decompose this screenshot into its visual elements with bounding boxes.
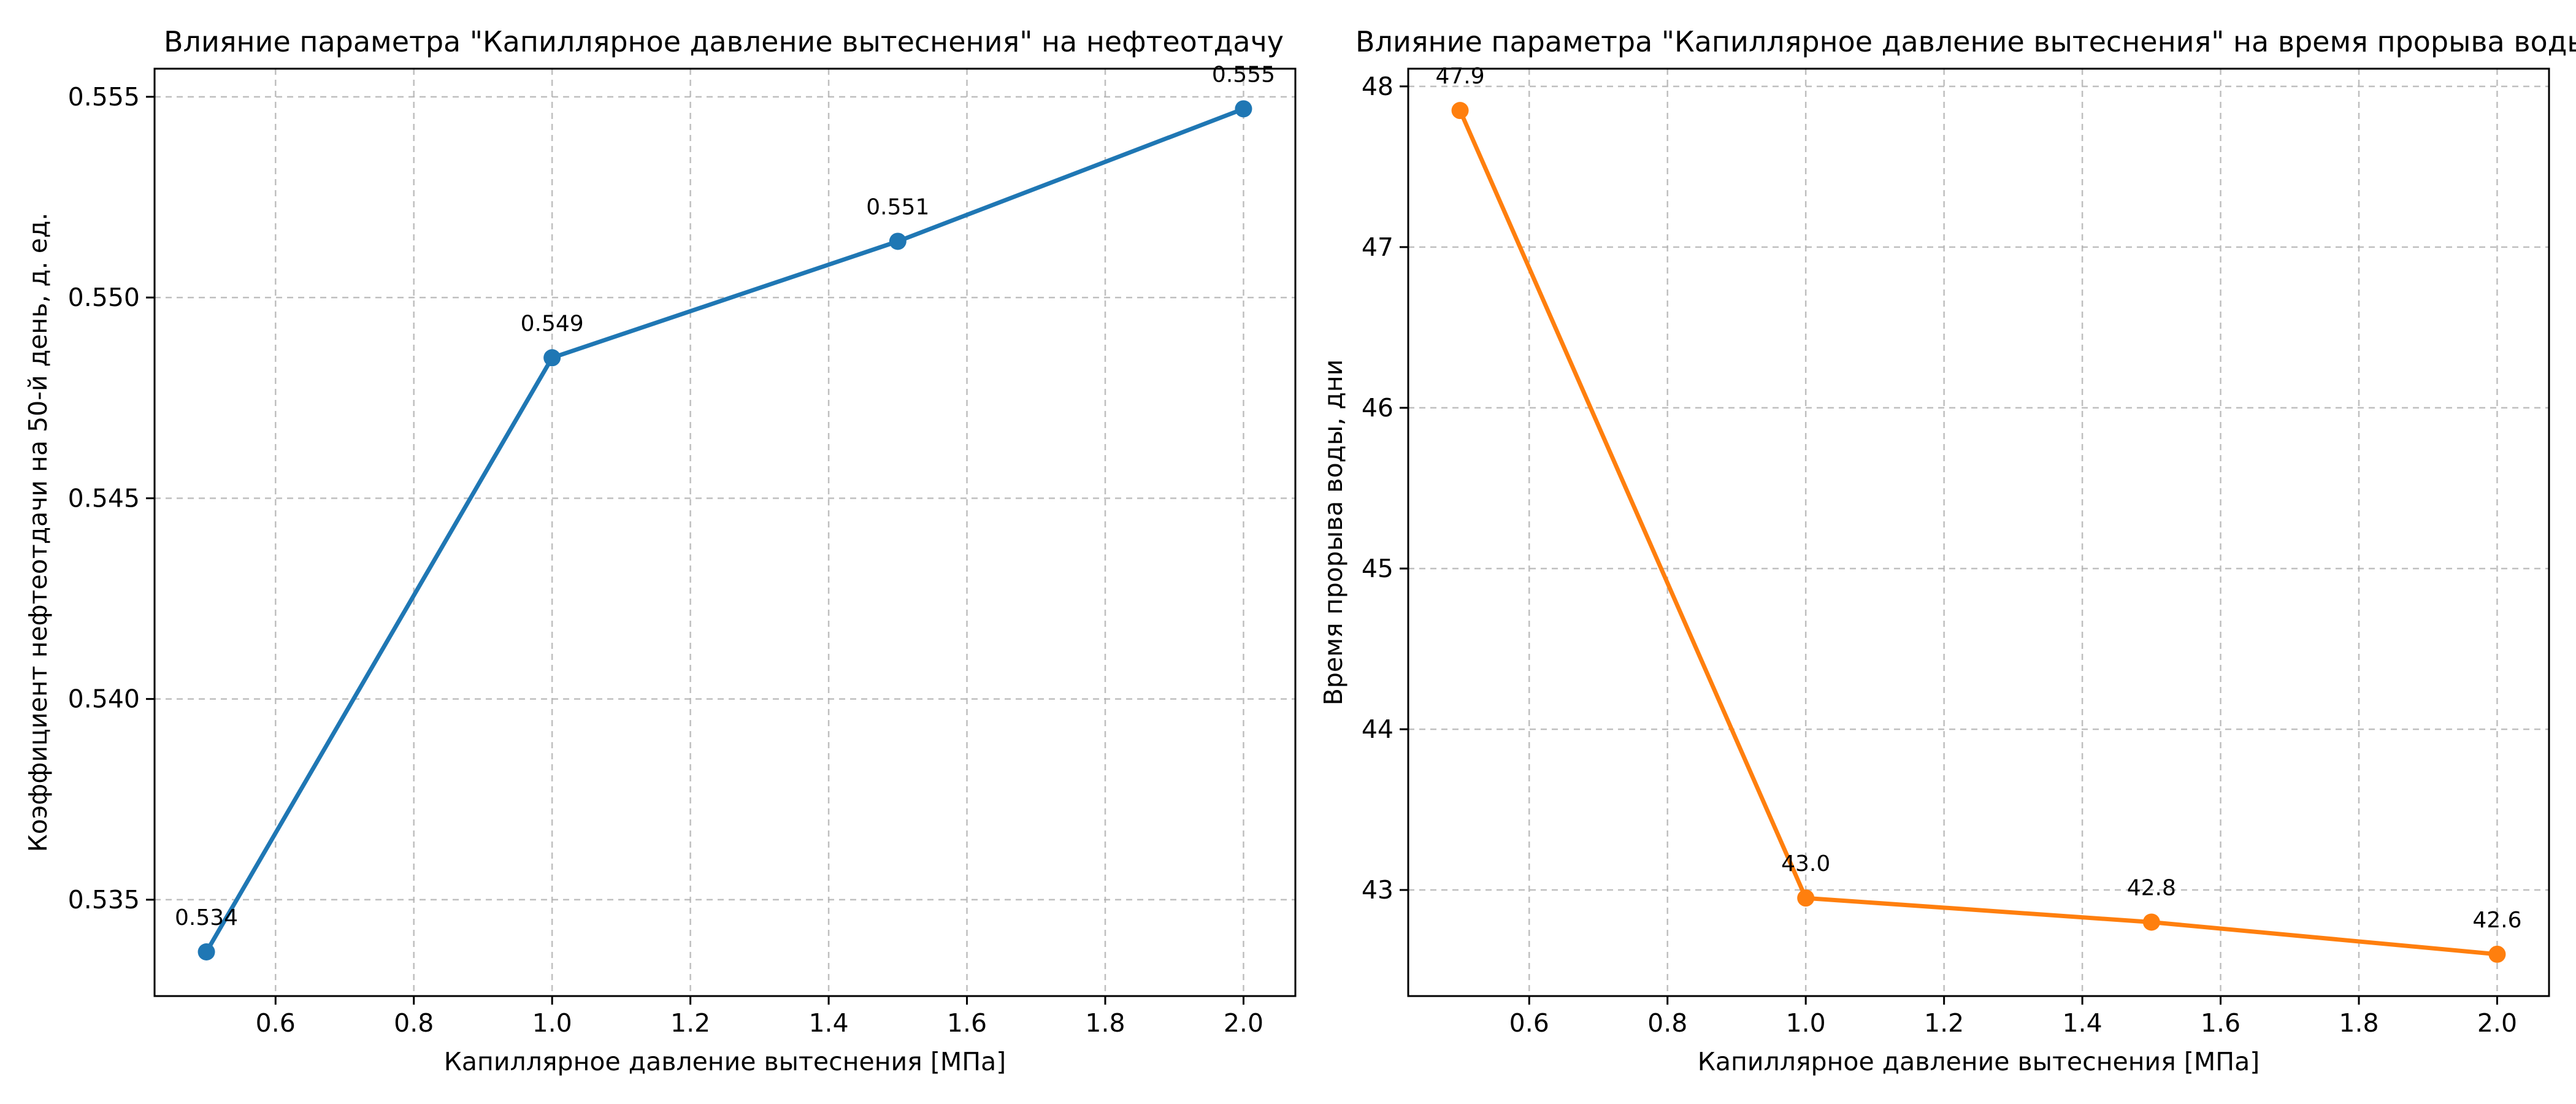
chart-title: Влияние параметра "Капиллярное давление …: [164, 25, 1284, 58]
x-tick-label: 1.8: [1085, 1008, 1125, 1038]
x-axis-label: Капиллярное давление вытеснения [МПа]: [444, 1047, 1006, 1076]
x-tick-label: 1.0: [1786, 1008, 1826, 1038]
x-tick-label: 1.4: [2062, 1008, 2102, 1038]
y-tick-label: 0.555: [68, 82, 140, 112]
series-line: [1458, 109, 2497, 957]
x-tick-label: 1.4: [808, 1008, 848, 1038]
x-tick-label: 2.0: [1224, 1008, 1263, 1038]
y-tick-label: 44: [1362, 715, 1393, 744]
y-tick-label: 0.540: [68, 684, 140, 714]
x-tick-label: 2.0: [2477, 1008, 2517, 1038]
series-line: [204, 107, 1244, 953]
data-point: [2142, 913, 2160, 931]
plot-frame: [1407, 67, 2550, 997]
chart-title: Влияние параметра "Капиллярное давление …: [1355, 25, 2576, 58]
x-tick-label: 1.8: [2339, 1008, 2379, 1038]
chart-panel-breakthrough: Влияние параметра "Капиллярное давление …: [1319, 25, 2576, 1076]
x-tick-label: 0.8: [394, 1008, 434, 1038]
data-label: 42.8: [2127, 875, 2176, 900]
y-tick-label: 47: [1362, 232, 1393, 262]
data-label: 0.555: [1212, 62, 1275, 87]
x-tick-label: 1.2: [670, 1008, 710, 1038]
y-tick-label: 43: [1362, 875, 1393, 905]
y-axis-label: Время прорыва воды, дни: [1319, 359, 1348, 705]
x-axis-label: Капиллярное давление вытеснения [МПа]: [1698, 1047, 2260, 1076]
data-point: [197, 943, 215, 960]
data-point: [2488, 945, 2506, 963]
data-label: 47.9: [1435, 64, 1484, 89]
x-tick-label: 1.0: [532, 1008, 572, 1038]
x-tick-label: 1.2: [1924, 1008, 1964, 1038]
data-label: 43.0: [1781, 851, 1830, 876]
data-point: [1235, 100, 1252, 118]
data-label: 42.6: [2472, 908, 2521, 933]
x-tick-label: 1.6: [2201, 1008, 2241, 1038]
x-tick-label: 0.6: [256, 1008, 296, 1038]
data-point: [1797, 889, 1815, 907]
y-tick-label: 0.550: [68, 283, 140, 312]
chart-panel-recovery: Влияние параметра "Капиллярное давление …: [23, 25, 1297, 1076]
x-tick-label: 0.6: [1509, 1008, 1549, 1038]
plot-frame: [153, 67, 1297, 997]
y-tick-label: 0.545: [68, 483, 140, 513]
data-label: 0.534: [175, 905, 238, 930]
data-point: [1451, 102, 1469, 120]
x-tick-label: 0.8: [1647, 1008, 1687, 1038]
x-tick-label: 1.6: [947, 1008, 987, 1038]
data-label: 0.549: [521, 311, 584, 336]
data-point: [543, 349, 561, 367]
data-label: 0.551: [866, 194, 929, 220]
y-tick-label: 46: [1362, 393, 1393, 423]
y-axis-label: Коэффициент нефтеотдачи на 50-й день, д.…: [23, 213, 53, 853]
data-point: [889, 232, 907, 250]
y-tick-label: 48: [1362, 72, 1393, 101]
y-tick-label: 45: [1362, 554, 1393, 583]
y-tick-label: 0.535: [68, 885, 140, 914]
